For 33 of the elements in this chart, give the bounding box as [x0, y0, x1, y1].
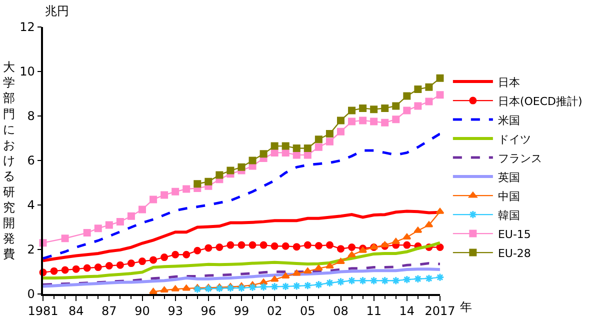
- legend-label: 韓国: [498, 208, 520, 222]
- legend-label: フランス: [498, 152, 542, 165]
- legend-label: 日本: [498, 76, 520, 89]
- y-tick-label: 0: [27, 287, 35, 302]
- x-tick-label: 14: [399, 304, 415, 318]
- y-tick-label: 2: [27, 242, 35, 257]
- x-tick-label: 87: [102, 304, 117, 318]
- x-tick-label: 05: [300, 304, 316, 318]
- y-tick-label: 8: [27, 109, 35, 124]
- text: 大学部門における研究開発費: [3, 60, 15, 262]
- legend-label: 米国: [498, 114, 520, 127]
- x-tick-label: 90: [134, 304, 150, 318]
- legend-label: EU-28: [498, 246, 531, 260]
- legend-label: ドイツ: [498, 132, 531, 146]
- y-tick-label: 4: [27, 198, 35, 212]
- x-tick-label: 84: [68, 304, 84, 318]
- y-tick-label: 12: [20, 20, 35, 34]
- x-tick-label: 96: [200, 304, 216, 318]
- text: 兆円: [45, 4, 69, 18]
- x-tick-label: 99: [234, 304, 250, 318]
- x-tick-label: 93: [168, 304, 183, 318]
- legend-label: 英国: [498, 170, 520, 184]
- x-tick-label: 02: [266, 304, 282, 318]
- y-tick-label: 10: [20, 64, 35, 79]
- legend-label: EU-15: [498, 228, 531, 241]
- legend-label: 中国: [498, 190, 520, 203]
- legend-label: 日本(OECD推計): [498, 94, 582, 108]
- x-axis-title: 年: [460, 300, 472, 314]
- x-tick-label: 1981: [28, 304, 58, 318]
- x-tick-label: 11: [366, 304, 382, 318]
- y-tick-label: 6: [27, 154, 35, 168]
- x-tick-label: 08: [333, 304, 348, 318]
- x-tick-label: 2017: [424, 304, 456, 318]
